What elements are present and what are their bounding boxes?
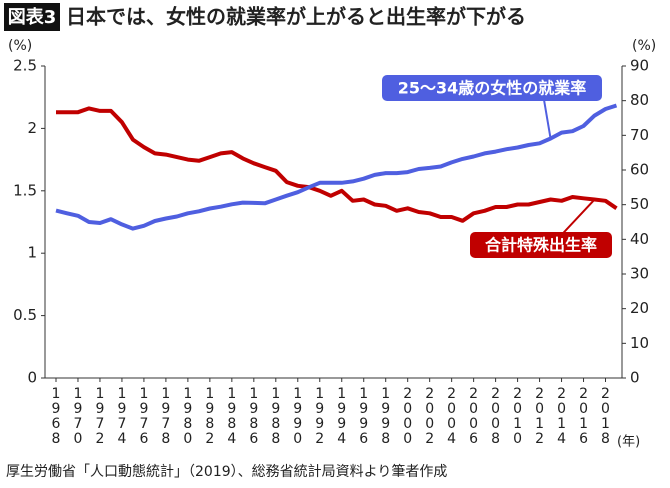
y-tick-label: 0 (27, 369, 37, 387)
y-tick-label: 1 (27, 244, 37, 262)
x-axis-label: (年) (617, 435, 640, 450)
x-tick-label: 2012 (532, 386, 548, 446)
x-tick-label: 1976 (136, 386, 152, 446)
y2-tick-label: 70 (630, 126, 649, 144)
x-tick-label: 1970 (70, 386, 86, 446)
series-line (55, 103, 618, 231)
y-tick-label: 1.5 (13, 181, 37, 199)
x-tick-label: 1988 (268, 386, 284, 446)
x-tick-label: 1996 (356, 386, 372, 446)
y-axis-label: (%) (8, 38, 32, 54)
y2-tick-label: 80 (630, 91, 649, 109)
y-tick-label: 2 (27, 119, 37, 137)
legend-label: 合計特殊出生率 (485, 236, 597, 255)
x-tick-label: 2008 (488, 386, 504, 446)
source: 厚生労働省「人口動態統計」（2019）、総務省統計局資料より筆者作成 (6, 464, 447, 480)
x-tick-label: 2006 (466, 386, 482, 446)
chart-title: 日本では、女性の就業率が上がると出生率が下がる (66, 5, 526, 29)
x-tick-label: 1968 (48, 386, 64, 446)
x-tick-label: 2010 (510, 386, 526, 446)
y-tick-label: 0.5 (13, 306, 37, 324)
x-tick-label: 1980 (180, 386, 196, 446)
series-line (56, 106, 618, 223)
y2-tick-label: 90 (630, 57, 649, 75)
y-tick-label: 2.5 (13, 57, 37, 75)
y2-tick-label: 0 (630, 369, 640, 387)
x-tick-label: 1992 (312, 386, 328, 446)
x-tick-label: 2002 (422, 386, 438, 446)
x-tick-label: 1990 (290, 386, 306, 446)
badge: 図表3 (8, 6, 57, 28)
y2-tick-label: 30 (630, 265, 649, 283)
x-tick-label: 1994 (334, 386, 350, 446)
x-tick-label: 2018 (598, 386, 614, 446)
x-tick-label: 2016 (576, 386, 592, 446)
x-tick-label: 1998 (378, 386, 394, 446)
x-tick-label: 2000 (400, 386, 416, 446)
x-tick-label: 1982 (202, 386, 218, 446)
y2-tick-label: 10 (630, 334, 649, 352)
badge-box (4, 3, 60, 31)
x-tick-label: 1978 (158, 386, 174, 446)
y2-tick-label: 40 (630, 230, 649, 248)
legend-box (470, 232, 612, 258)
y2-tick-label: 20 (630, 299, 649, 317)
legend-box (382, 75, 602, 101)
legend-label: 25〜34歳の女性の就業率 (398, 79, 587, 98)
x-tick-label: 1986 (246, 386, 262, 446)
y2-tick-label: 60 (630, 161, 649, 179)
x-tick-label: 2014 (554, 386, 570, 446)
x-tick-label: 1984 (224, 386, 240, 446)
y2-tick-label: 50 (630, 195, 649, 213)
x-tick-label: 1974 (114, 386, 130, 446)
x-tick-label: 1972 (92, 386, 108, 446)
x-tick-label: 2004 (444, 386, 460, 446)
y2-axis-label: (%) (632, 38, 656, 54)
